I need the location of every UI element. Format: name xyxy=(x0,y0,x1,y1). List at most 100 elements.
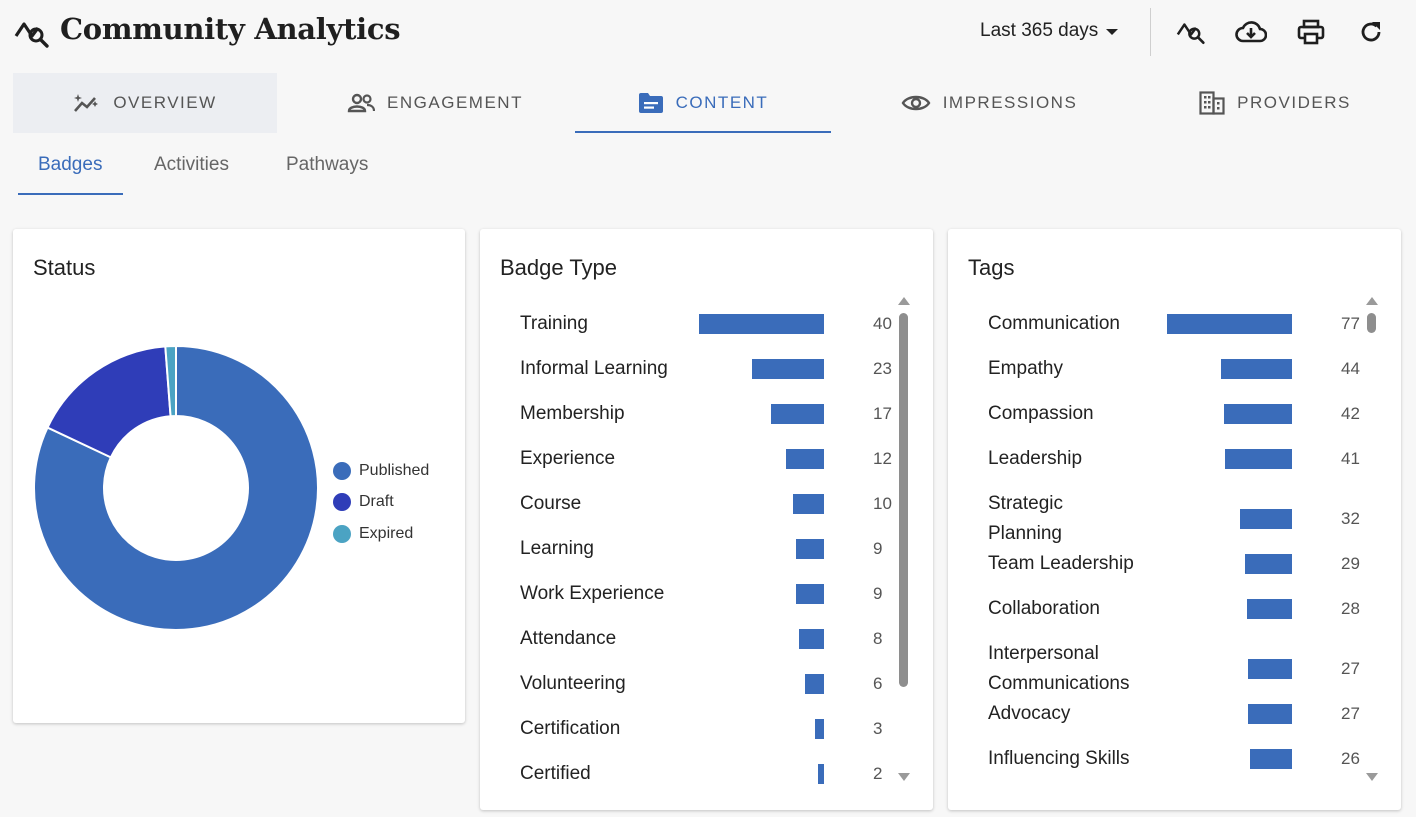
item-label-line: Communications xyxy=(988,673,1130,694)
badge-type-card: Badge Type Training 40 Informal Learning 23… xyxy=(480,229,933,810)
list-item[interactable]: Influencing Skills 26 xyxy=(988,744,1360,789)
list-item[interactable]: Work Experience 9 xyxy=(520,579,882,624)
item-label-line: Planning xyxy=(988,523,1062,544)
item-label: Work Experience xyxy=(520,583,665,604)
subtab-activities[interactable]: Activities xyxy=(154,154,229,176)
list-item[interactable]: Compassion 42 xyxy=(988,399,1360,444)
analytics-search-button[interactable] xyxy=(1175,16,1207,48)
legend-item-draft[interactable]: Draft xyxy=(333,487,429,519)
bar xyxy=(1248,704,1292,724)
subtab-label: Badges xyxy=(38,154,103,175)
date-range-label: Last 365 days xyxy=(980,20,1099,41)
date-range-select[interactable]: Last 365 days xyxy=(980,20,1119,42)
item-count: 27 xyxy=(1341,659,1360,678)
list-item[interactable]: Certification 3 xyxy=(520,714,882,759)
tab-impressions[interactable]: IMPRESSIONS xyxy=(861,73,1117,133)
bar xyxy=(818,764,824,784)
item-count: 42 xyxy=(1341,404,1360,423)
donut-slice-draft[interactable] xyxy=(46,346,172,459)
item-count: 77 xyxy=(1341,314,1360,333)
legend-item-expired[interactable]: Expired xyxy=(333,518,429,550)
analytics-logo-icon xyxy=(14,22,49,48)
item-label: Team Leadership xyxy=(988,553,1134,574)
item-count: 23 xyxy=(873,359,892,378)
item-label: Strategic Planning xyxy=(988,489,1063,549)
tab-label: ENGAGEMENT xyxy=(387,93,523,112)
item-count: 29 xyxy=(1341,554,1360,573)
item-label: Course xyxy=(520,493,582,514)
main-tabs: OVERVIEW ENGAGEMENT CONTENT IMPRESSIONS xyxy=(13,73,1403,133)
list-item[interactable]: Attendance 8 xyxy=(520,624,882,669)
item-label: Informal Learning xyxy=(520,358,668,379)
bar xyxy=(1224,404,1292,424)
scroll-down-icon[interactable] xyxy=(898,773,910,781)
scroll-up-icon[interactable] xyxy=(898,297,910,305)
donut-slice-published[interactable] xyxy=(33,346,319,631)
people-icon xyxy=(347,93,376,113)
list-item[interactable]: Membership 17 xyxy=(520,399,892,444)
list-item[interactable]: Volunteering 6 xyxy=(520,669,882,714)
building-icon xyxy=(1199,91,1225,115)
list-item[interactable]: Training 40 xyxy=(520,309,892,354)
tab-providers[interactable]: PROVIDERS xyxy=(1147,73,1403,133)
item-count: 12 xyxy=(873,449,892,468)
list-item[interactable]: Strategic Planning 32 xyxy=(988,489,1360,549)
scroll-thumb[interactable] xyxy=(1367,313,1376,333)
bar xyxy=(799,629,824,649)
list-item[interactable]: Learning 9 xyxy=(520,534,883,579)
app-title: Community Analytics xyxy=(60,12,401,46)
bar xyxy=(796,584,824,604)
tab-overview[interactable]: OVERVIEW xyxy=(13,73,277,133)
tags-list: Communication 77 Empathy 44 Compassion 42 Lead… xyxy=(968,301,1372,789)
bar xyxy=(1167,314,1292,334)
printer-icon xyxy=(1297,19,1325,45)
download-button[interactable] xyxy=(1235,16,1267,48)
badge-type-scrollbar[interactable] xyxy=(898,297,910,787)
list-item[interactable]: Interpersonal Communications 27 xyxy=(988,639,1360,699)
item-label: Attendance xyxy=(520,628,617,649)
bar xyxy=(1225,449,1292,469)
item-label: Learning xyxy=(520,538,594,559)
tags-scrollbar[interactable] xyxy=(1366,297,1378,787)
bar xyxy=(796,539,824,559)
card-title: Tags xyxy=(968,255,1015,280)
cloud-download-icon xyxy=(1235,21,1267,43)
subtab-indicator xyxy=(18,193,124,195)
list-item[interactable]: Informal Learning 23 xyxy=(520,354,892,399)
refresh-button[interactable] xyxy=(1355,16,1387,48)
list-item[interactable]: Team Leadership 29 xyxy=(988,549,1360,594)
bar xyxy=(1221,359,1292,379)
legend-dot xyxy=(333,524,351,543)
list-item[interactable]: Advocacy 27 xyxy=(988,699,1360,744)
scroll-down-icon[interactable] xyxy=(1366,773,1378,781)
list-item[interactable]: Certified 2 xyxy=(520,759,882,789)
scroll-up-icon[interactable] xyxy=(1366,297,1378,305)
donut-slice-expired[interactable] xyxy=(164,346,177,418)
item-count: 41 xyxy=(1341,449,1360,468)
legend-item-published[interactable]: Published xyxy=(333,455,429,487)
scroll-thumb[interactable] xyxy=(899,313,908,687)
list-item[interactable]: Leadership 41 xyxy=(988,444,1360,489)
refresh-icon xyxy=(1361,22,1381,42)
item-count: 27 xyxy=(1341,704,1360,723)
tab-label: OVERVIEW xyxy=(113,93,217,112)
item-count: 44 xyxy=(1341,359,1360,378)
list-item[interactable]: Communication 77 xyxy=(988,309,1360,354)
list-item[interactable]: Collaboration 28 xyxy=(988,594,1360,639)
subtab-badges[interactable]: Badges xyxy=(18,154,124,195)
list-item[interactable]: Course 10 xyxy=(520,489,892,534)
tags-card: Tags Communication 77 Empathy 44 Compassion 4… xyxy=(948,229,1401,810)
list-item[interactable]: Empathy 44 xyxy=(988,354,1360,399)
item-count: 9 xyxy=(873,539,883,558)
item-label: Communication xyxy=(988,313,1120,334)
tab-engagement[interactable]: ENGAGEMENT xyxy=(294,73,576,133)
item-count: 26 xyxy=(1341,749,1360,768)
bar xyxy=(1245,554,1292,574)
subtab-pathways[interactable]: Pathways xyxy=(286,154,368,176)
tab-content[interactable]: CONTENT xyxy=(575,73,831,133)
list-item[interactable]: Experience 12 xyxy=(520,444,892,489)
item-count: 10 xyxy=(873,494,892,513)
print-button[interactable] xyxy=(1295,16,1327,48)
item-label: Volunteering xyxy=(520,673,626,694)
item-label: Empathy xyxy=(988,358,1063,379)
